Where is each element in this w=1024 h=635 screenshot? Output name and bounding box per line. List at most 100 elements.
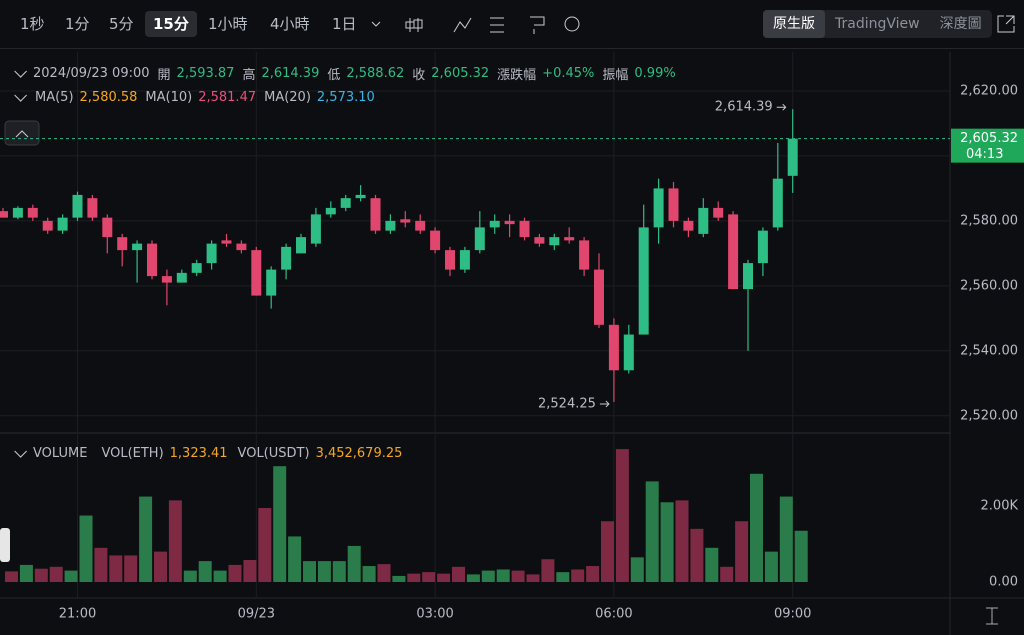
ma-label: MA(5) [35, 90, 74, 105]
volume-bar [303, 561, 316, 582]
candle-body [147, 243, 157, 277]
last-price-label: 2,605.32 [960, 131, 1018, 146]
legend-value: 2,614.39 [261, 66, 320, 81]
ma-legend: MA(5) 2,580.58 MA(10) 2,581.47 MA(20) 2,573.1… [14, 89, 375, 105]
candle-body [251, 250, 262, 296]
interval-button[interactable]: 15分 [145, 11, 197, 37]
settings-list-icon[interactable] [490, 17, 504, 33]
interval-button[interactable]: 1日 [332, 15, 357, 33]
view-tab[interactable]: 深度圖 [939, 16, 982, 32]
gear-icon[interactable] [564, 16, 580, 32]
candle-body [683, 220, 694, 231]
scale-icon[interactable] [986, 607, 998, 625]
indicator-icon[interactable] [453, 17, 472, 33]
candle-body [385, 220, 396, 231]
candle-icon[interactable] [405, 18, 423, 32]
volume-bar [645, 481, 659, 582]
candle-body [27, 207, 38, 218]
y-tick-label: 2.00K [981, 499, 1019, 514]
candle-body [281, 246, 292, 270]
volume-bar [481, 570, 495, 582]
volume-bar [139, 496, 153, 582]
volume-bar [526, 574, 540, 582]
volume-bar [779, 496, 793, 582]
volume-bar [49, 566, 63, 582]
candle-body [608, 324, 619, 371]
candle-body [355, 194, 366, 199]
candle-body [400, 219, 411, 223]
candle-body [221, 240, 232, 244]
volume-legend: VOLUME VOL(ETH) 1,323.41 VOL(USDT) 3,452,679… [14, 445, 402, 461]
draw-icon[interactable] [530, 16, 545, 34]
volume-bar [228, 564, 242, 582]
candle-body [698, 207, 709, 234]
legend-label: 漲跌幅 [497, 68, 537, 83]
interval-button[interactable]: 4小時 [270, 15, 310, 33]
candle-body [102, 217, 113, 238]
volume-bar [332, 561, 346, 582]
candle-body [549, 237, 560, 246]
legend-value: +0.45% [542, 66, 595, 81]
volume-bar [794, 530, 808, 582]
candle-body [296, 237, 306, 254]
candle-body [72, 194, 83, 218]
candle-body [206, 243, 217, 264]
candle-body [757, 230, 768, 264]
volume-title: VOLUME [33, 446, 88, 461]
view-tab[interactable]: 原生版 [763, 10, 825, 38]
volume-label: VOL(USDT) [237, 446, 310, 461]
x-tick-label: 06:00 [595, 607, 632, 622]
side-handle[interactable] [0, 528, 10, 562]
candle-body [728, 214, 739, 290]
y-tick-label: 2,520.00 [960, 408, 1018, 423]
collapse-button[interactable] [4, 120, 40, 146]
view-tab[interactable]: TradingView [835, 16, 920, 32]
candle-body [668, 188, 679, 221]
candle-body [623, 334, 634, 371]
candle-body [564, 237, 575, 241]
volume-bar [764, 551, 778, 582]
candle-body [415, 220, 426, 231]
candle-body [42, 220, 53, 231]
legend-value: 2,605.32 [431, 66, 490, 81]
interval-button[interactable]: 1秒 [20, 15, 45, 33]
volume-bar [615, 449, 629, 582]
volume-bar [437, 573, 451, 582]
volume-bar [750, 473, 763, 582]
volume-bar [347, 545, 361, 582]
interval-button[interactable]: 1分 [65, 15, 90, 33]
candle-body [534, 237, 545, 244]
fullscreen-icon[interactable] [997, 15, 1015, 33]
volume-bar [94, 547, 108, 582]
x-tick-label: 09:00 [774, 607, 811, 622]
volume-bar [243, 559, 257, 582]
candle-body [310, 214, 321, 244]
legend-label: 收 [412, 68, 426, 83]
dropdown-arrow [371, 21, 381, 27]
dropdown[interactable] [370, 18, 382, 30]
candle-body [474, 227, 485, 251]
candle-body [594, 269, 604, 325]
view-tabs: 原生版 TradingView 深度圖 [763, 10, 992, 38]
interval-button[interactable]: 5分 [109, 15, 134, 33]
candle-body [459, 250, 470, 270]
ma-label: MA(20) [264, 90, 311, 105]
countdown: 04:13 [966, 147, 1003, 162]
volume-bar [183, 570, 197, 582]
candle-body [370, 198, 381, 231]
interval-button[interactable]: 1小時 [208, 15, 248, 33]
candle-body [489, 220, 500, 228]
volume-bar [288, 536, 302, 582]
volume-bar [154, 551, 167, 582]
volume-bar [720, 566, 734, 582]
volume-bar [660, 502, 674, 582]
volume-bar [601, 521, 614, 582]
candle-body [430, 230, 441, 251]
volume-bar [79, 515, 93, 582]
ma-value: 2,580.58 [79, 90, 138, 105]
volume-bar [705, 547, 719, 582]
volume-bar [452, 566, 465, 582]
legend-label: 振幅 [602, 68, 629, 83]
